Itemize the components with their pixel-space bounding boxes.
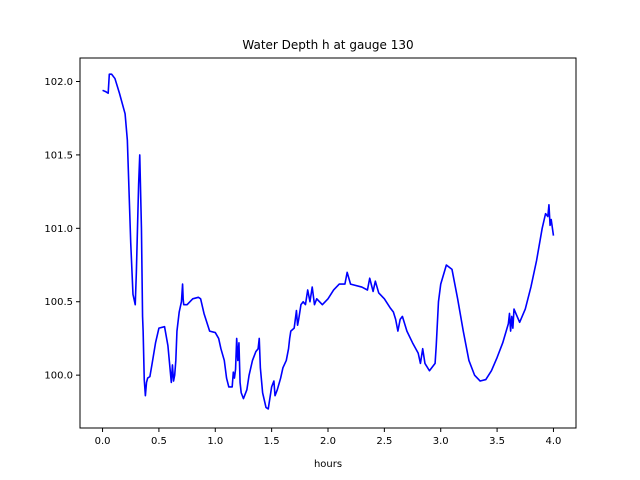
y-tick-label: 100.0 (44, 371, 73, 382)
x-tick-label: 2.5 (376, 436, 392, 447)
series-line (102, 73, 555, 410)
y-tick-label: 102.0 (44, 77, 73, 88)
x-tick-label: 2.0 (320, 436, 336, 447)
chart-title: Water Depth h at gauge 130 (242, 38, 413, 52)
x-tick-label: 0.0 (95, 436, 111, 447)
x-tick-label: 4.0 (546, 436, 562, 447)
y-tick-label: 101.0 (44, 224, 73, 235)
y-tick-label: 100.5 (44, 297, 73, 308)
y-tick-label: 101.5 (44, 150, 73, 161)
x-tick-label: 3.0 (433, 436, 449, 447)
x-axis: 0.0 0.5 1.0 1.5 2.0 2.5 3.0 3.5 4.0 (95, 428, 562, 447)
plot-area (102, 73, 555, 410)
x-tick-label: 1.5 (264, 436, 280, 447)
x-tick-label: 0.5 (151, 436, 167, 447)
x-tick-label: 3.5 (489, 436, 505, 447)
x-tick-label: 1.0 (207, 436, 223, 447)
x-axis-label: hours (314, 459, 342, 470)
y-axis: 100.0 100.5 101.0 101.5 102.0 (44, 77, 80, 382)
